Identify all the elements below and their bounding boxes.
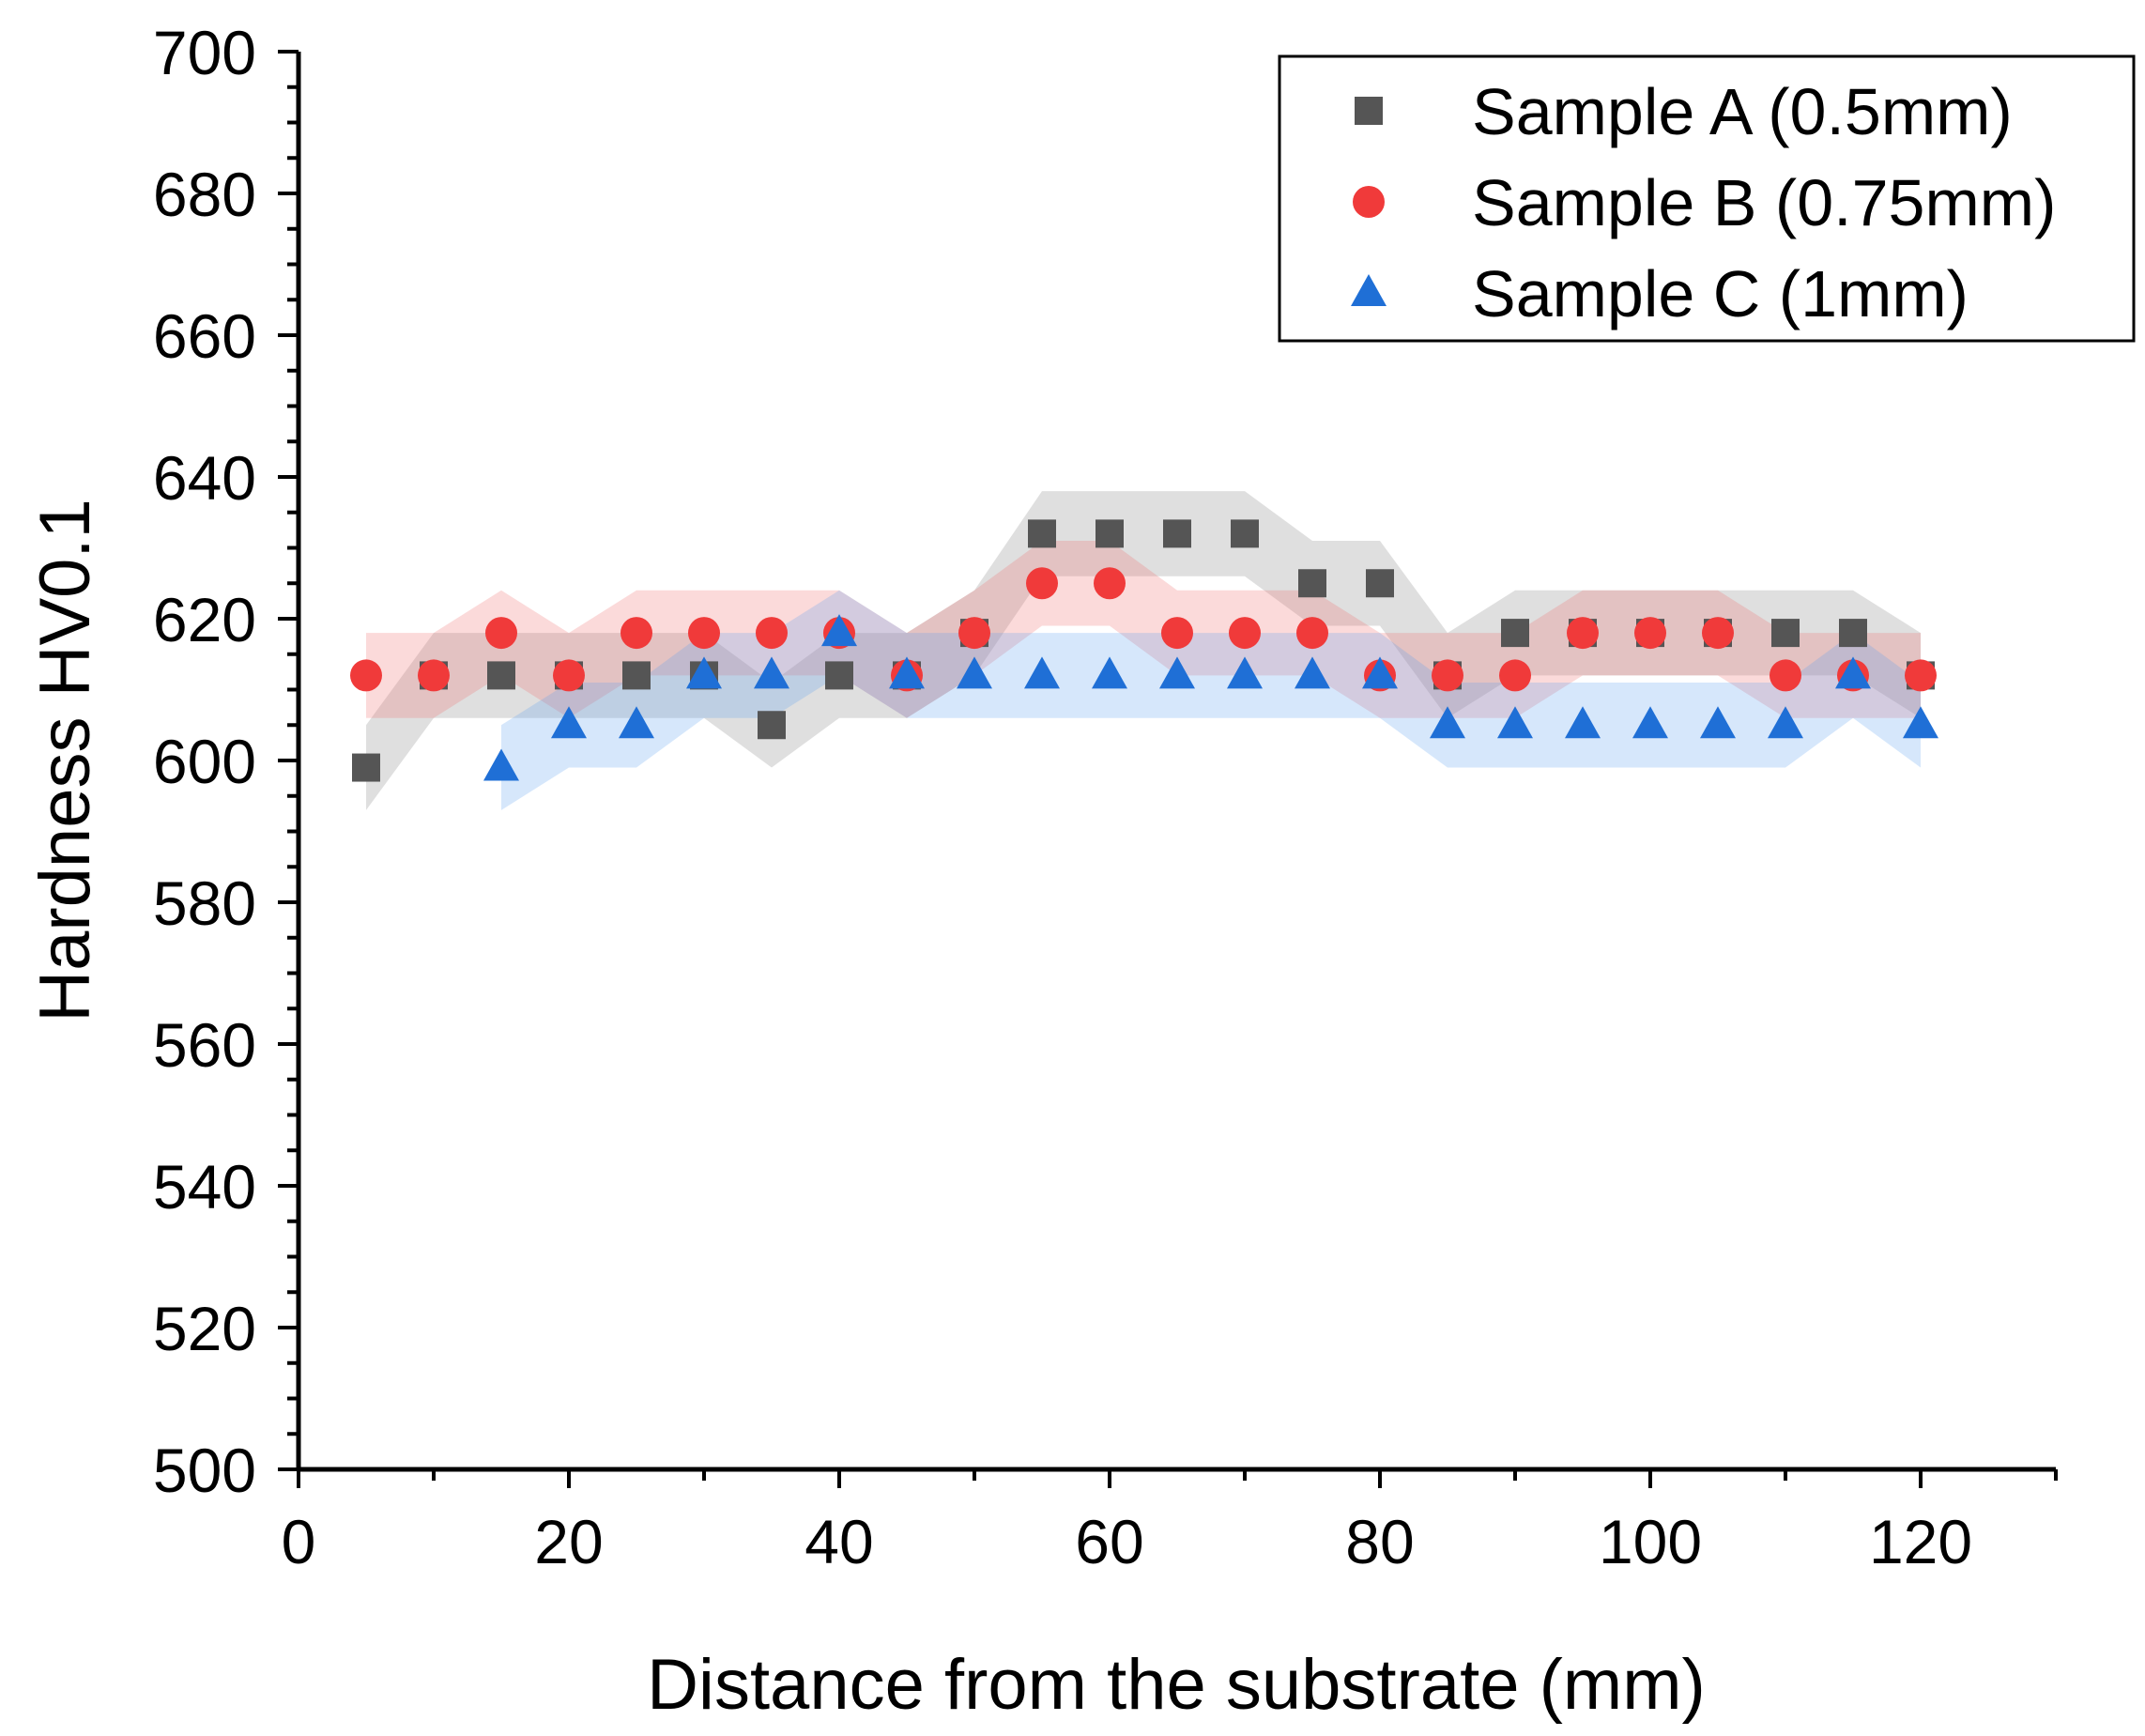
x-tick-label: 20 [534, 1507, 603, 1576]
sample-c-1mm-point [1835, 656, 1871, 689]
sample-b-0-75mm-point [1702, 617, 1734, 650]
ticks: 0 20 40 60 80 100 120 500 520 540 560 580 600 620 640 6… [153, 18, 2058, 1576]
sample-b-0-75mm-point [418, 659, 450, 692]
x-tick-label: 60 [1075, 1507, 1143, 1576]
y-tick-label: 540 [153, 1152, 256, 1221]
y-axis-title: Hardness HV0.1 [25, 499, 105, 1022]
sample-a-0-5mm-point [1095, 519, 1124, 548]
y-tick-label: 700 [153, 18, 256, 87]
legend-box [1278, 54, 2136, 343]
sample-b-0-75mm-point [1161, 617, 1193, 650]
sample-b-0-75mm-point [1567, 617, 1599, 650]
sample-c-1mm-point [1903, 706, 1938, 739]
sample-b-0-75mm-point [1026, 567, 1058, 600]
sample-c-1mm-point [1159, 656, 1195, 689]
sample-c-1mm-point [754, 656, 789, 689]
legend-label: Sample C (1mm) [1472, 257, 1969, 330]
sample-b-0-75mm-point [621, 617, 652, 650]
sample-b-0-75mm-point [485, 617, 517, 650]
y-tick-label: 660 [153, 301, 256, 371]
sample-c-1mm-point [1565, 706, 1601, 739]
sample-c-1mm-point [1295, 656, 1330, 689]
sample-c-1mm-point [1632, 706, 1668, 739]
sample-c-1mm-point [686, 656, 722, 689]
sample-b-0-75mm-point [1094, 567, 1126, 600]
y-tick-label: 520 [153, 1294, 256, 1363]
sample-a-0-5mm-legend-marker [1355, 97, 1383, 125]
sample-a-0-5mm-point [1298, 569, 1326, 598]
x-tick-label: 80 [1345, 1507, 1414, 1576]
sample-b-0-75mm-point [553, 659, 585, 692]
legend-label: Sample B (0.75mm) [1472, 166, 2056, 239]
sample-c-1mm-point [483, 748, 519, 781]
sample-b-0-75mm-point [1499, 659, 1531, 692]
sample-a-0-5mm-point [825, 661, 853, 690]
sample-c-1mm-point [821, 614, 857, 647]
legend: Sample A (0.5mm) Sample B (0.75mm) Sample … [1278, 54, 2136, 343]
y-tick-label: 600 [153, 727, 256, 796]
sample-a-0-5mm-point [1366, 569, 1394, 598]
y-tick-label: 680 [153, 160, 256, 229]
sample-c-1mm-point [1092, 656, 1127, 689]
x-tick-label: 0 [282, 1507, 316, 1576]
sample-b-0-75mm-legend-marker [1353, 186, 1385, 218]
sample-c-1mm-point [551, 706, 587, 739]
sample-c-1mm-series [483, 614, 1938, 781]
x-tick-label: 100 [1599, 1507, 1702, 1576]
sample-b-0-75mm-point [1432, 659, 1463, 692]
sample-b-0-75mm-point [1229, 617, 1261, 650]
sample-b-0-75mm-point [1634, 617, 1666, 650]
sample-b-0-75mm-point [958, 617, 990, 650]
y-tick-label: 580 [153, 868, 256, 938]
sample-a-0-5mm-point [622, 661, 651, 690]
sample-a-0-5mm-point [1163, 519, 1191, 548]
sample-b-0-75mm-point [688, 617, 720, 650]
sample-c-1mm-legend-marker [1351, 274, 1387, 306]
sample-c-1mm-point [1227, 656, 1263, 689]
sample-a-0-5mm-point [758, 711, 786, 740]
sample-a-0-5mm-point [352, 753, 380, 782]
sample-c-1mm-point [619, 706, 654, 739]
sample-c-1mm-point [1024, 656, 1060, 689]
sample-a-0-5mm-point [1501, 619, 1529, 648]
x-tick-label: 40 [804, 1507, 873, 1576]
sample-b-0-75mm-point [1770, 659, 1801, 692]
sample-c-1mm-point [1497, 706, 1533, 739]
y-tick-label: 620 [153, 585, 256, 654]
sample-a-0-5mm-point [1771, 619, 1800, 648]
sample-b-0-75mm-point [1296, 617, 1328, 650]
sample-c-1mm-point [1700, 706, 1736, 739]
sample-a-0-5mm-point [487, 661, 515, 690]
sample-a-0-5mm-point [1231, 519, 1259, 548]
sample-c-1mm-point [1362, 656, 1398, 689]
data-markers [350, 519, 1938, 782]
sample-c-1mm-point [889, 656, 925, 689]
error-bands [366, 491, 1921, 810]
y-tick-label: 560 [153, 1010, 256, 1080]
sample-b-0-75mm-point [756, 617, 788, 650]
x-axis-title: Distance from the substrate (mm) [647, 1645, 1706, 1725]
y-tick-label: 500 [153, 1436, 256, 1505]
legend-label: Sample A (0.5mm) [1472, 75, 2013, 148]
sample-b-0-75mm-point [350, 659, 382, 692]
sample-b-0-75mm-point [1905, 659, 1937, 692]
x-tick-label: 120 [1869, 1507, 1972, 1576]
sample-b-0-75mm-band [366, 540, 1921, 718]
sample-c-1mm-point [1430, 706, 1465, 739]
sample-c-1mm-point [957, 656, 992, 689]
sample-a-0-5mm-band [366, 491, 1921, 810]
sample-a-0-5mm-point [1028, 519, 1056, 548]
y-tick-label: 640 [153, 443, 256, 513]
sample-c-1mm-point [1768, 706, 1803, 739]
sample-a-0-5mm-point [1839, 619, 1867, 648]
